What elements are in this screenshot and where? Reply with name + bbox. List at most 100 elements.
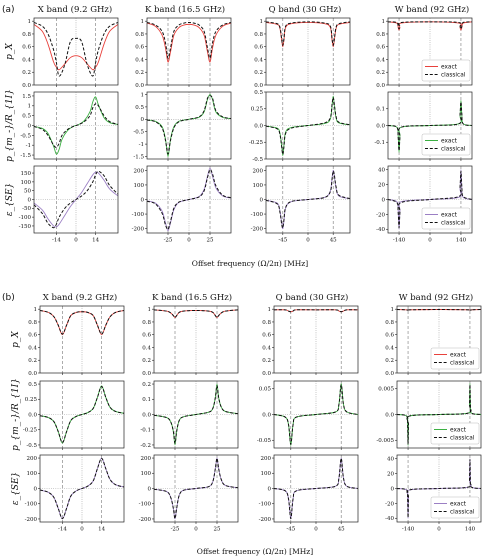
series-classical-b-x-band-row1 [40,309,124,335]
column-title-a-q-band: Q band (30 GHz) [269,4,342,15]
xtick-label-b-w-band-row3: 0 [437,527,441,533]
ytick-label-a-x-band-row3: 0 [28,197,32,203]
ytick-label-a-q-band-row3: 200 [253,168,264,174]
legend-b-w-band-row3: exact classical [430,496,480,519]
ytick-label-b-q-band-row3: 200 [261,456,272,462]
column-title-a-k-band: K band (16.5 GHz) [145,4,225,15]
subplot-a-w-band-row3: -40 -20 0 20 40 -140 0 140 exact classical [376,165,473,244]
series-classical-a-x-band-row3 [34,170,118,229]
column-title-a-x-band: X band (9.2 GHz) [38,4,112,15]
series-classical-b-w-band-row1 [397,309,481,311]
subplot-b-k-band-row1: 0.0 0.2 0.4 0.6 0.8 1 [142,305,239,377]
ytick-label-b-q-band-row1: 0.0 [262,371,271,377]
y-axis-label-a-x-band-row2: p_{m_-}/R_{1I} [5,89,15,162]
ytick-label-a-x-band-row1: 0.4 [22,57,31,63]
xtick-label-a-w-band-row3: -140 [393,238,406,244]
ytick-label-a-q-band-row2: 0.0 [254,123,263,129]
series-exact-b-q-band-row3 [274,457,358,520]
series-classical-a-q-band-row1 [266,21,350,46]
ytick-label-b-q-band-row1: 0.2 [262,358,271,364]
xtick-label-b-x-band-row3: 0 [80,527,84,533]
ytick-label-b-x-band-row2: 0.25 [25,397,38,403]
ytick-label-a-x-band-row2: 1.5 [22,94,31,100]
xtick-label-a-w-band-row3: 140 [456,238,467,244]
ytick-label-a-x-band-row3: -150 [19,224,32,230]
xtick-label-b-k-band-row3: -25 [171,527,180,533]
xtick-label-b-x-band-row3: 14 [98,527,105,533]
legend-label-exact-a-w-band-row2: exact [441,139,458,145]
series-classical-a-k-band-row1 [147,21,231,59]
series-exact-a-k-band-row1 [147,22,231,63]
legend-b-w-band-row2: exact classical [430,422,480,445]
y-axis-label-a-x-band-row3: ε_{SE} [5,183,15,217]
legend-box-b-w-band-row2 [430,422,480,445]
ytick-label-b-q-band-row3: -100 [259,502,272,508]
ytick-label-b-x-band-row2: 0.5 [28,382,37,388]
ytick-label-a-q-band-row3: 0 [260,197,264,203]
series-exact-a-q-band-row1 [266,22,350,48]
ytick-label-b-k-band-row1: 0.8 [142,320,151,326]
ytick-label-b-k-band-row1: 0.4 [142,345,151,351]
subplot-a-k-band-row1: 0.0 0.2 0.4 0.6 0.8 1 [135,17,232,89]
ytick-label-b-x-band-row1: 0.6 [28,333,37,339]
ytick-label-a-q-band-row2: -0.25 [249,140,264,146]
ytick-label-a-k-band-row2: 0 [141,117,145,123]
ytick-label-a-x-band-row1: 1 [28,19,32,25]
ytick-label-a-x-band-row3: 100 [21,180,32,186]
ytick-label-a-q-band-row1: 0.4 [254,57,263,63]
ytick-label-a-w-band-row1: 0.0 [376,83,385,89]
series-classical-a-q-band-row2 [266,96,350,155]
y-axis-label-b-x-band-row3: ε_{SE} [11,472,21,506]
ytick-label-b-k-band-row1: 1 [148,307,152,313]
ytick-label-a-w-band-row1: 1 [382,19,386,25]
xtick-label-a-x-band-row3: 14 [92,238,99,244]
subplot-a-w-band-row2: -0.1 0.0 0.1 exact classical [374,91,473,161]
ytick-label-a-k-band-row2: -1 [139,142,144,148]
ytick-label-a-x-band-row3: -50 [22,206,31,212]
plot-layer: 0.00.20.40.60.81p_X0.00.20.40.60.810.00.… [5,17,482,533]
ytick-label-a-x-band-row2: 1 [28,104,32,110]
ytick-label-a-q-band-row2: -0.5 [252,157,263,163]
subplot-a-x-band-row3: -150 -100 -50 0 50 100 150 -14 0 14 ε_{SE} [5,165,119,244]
ytick-label-a-k-band-row1: 0.6 [135,45,144,51]
legend-label-classical-b-w-band-row1: classical [450,361,475,367]
panel-label-a: (a) [2,5,15,15]
ytick-label-a-q-band-row3: -200 [251,227,264,233]
series-classical-b-x-band-row3 [40,457,124,520]
ytick-label-b-x-band-row1: 0.8 [28,320,37,326]
xtick-label-b-k-band-row3: 25 [214,527,221,533]
ytick-label-b-w-band-row3: -20 [385,501,394,507]
ytick-label-a-k-band-row1: 0.8 [135,32,144,38]
series-classical-b-w-band-row2 [397,384,481,445]
ytick-label-a-w-band-row2: 0.0 [376,123,385,129]
subplot-a-k-band-row3: -200 -100 0 100 200 -25 0 25 [132,165,232,244]
xtick-label-b-w-band-row3: 140 [465,527,476,533]
ytick-label-a-k-band-row3: 200 [134,168,145,174]
series-classical-a-x-band-row1 [34,22,118,77]
legend-a-w-band-row2: exact classical [421,133,471,156]
legend-a-w-band-row1: exact classical [421,59,471,82]
ytick-label-b-k-band-row2: -0.1 [140,428,151,434]
ytick-label-b-q-band-row3: 100 [261,471,272,477]
xtick-label-b-k-band-row3: 0 [194,527,198,533]
legend-label-classical-a-w-band-row3: classical [441,221,466,227]
ytick-label-a-x-band-row2: -1 [26,143,31,149]
subplot-b-w-band-row3: -40 -20 0 20 40 -140 0 140 exact classical [385,454,482,533]
ytick-label-b-q-band-row2: -0.05 [257,438,272,444]
ytick-label-b-q-band-row1: 1 [268,307,272,313]
ytick-label-a-x-band-row1: 0.8 [22,32,31,38]
ytick-label-a-k-band-row3: -200 [132,227,145,233]
legend-box-a-w-band-row1 [421,59,471,82]
ytick-label-a-w-band-row3: -40 [376,227,385,233]
xtick-label-b-x-band-row3: -14 [58,527,67,533]
ytick-label-a-w-band-row1: 0.4 [376,57,385,63]
xtick-label-b-q-band-row3: 45 [338,527,345,533]
ytick-label-b-k-band-row2: 0.0 [142,412,151,418]
legend-label-exact-a-w-band-row3: exact [441,213,458,219]
ytick-label-b-q-band-row2: 0.05 [259,387,272,393]
subplot-a-q-band-row1: 0.0 0.2 0.4 0.6 0.8 1 [254,17,351,89]
series-classical-a-q-band-row3 [266,170,350,229]
legend-label-exact-a-w-band-row1: exact [441,65,458,71]
ytick-label-a-q-band-row2: 0.25 [251,107,264,113]
